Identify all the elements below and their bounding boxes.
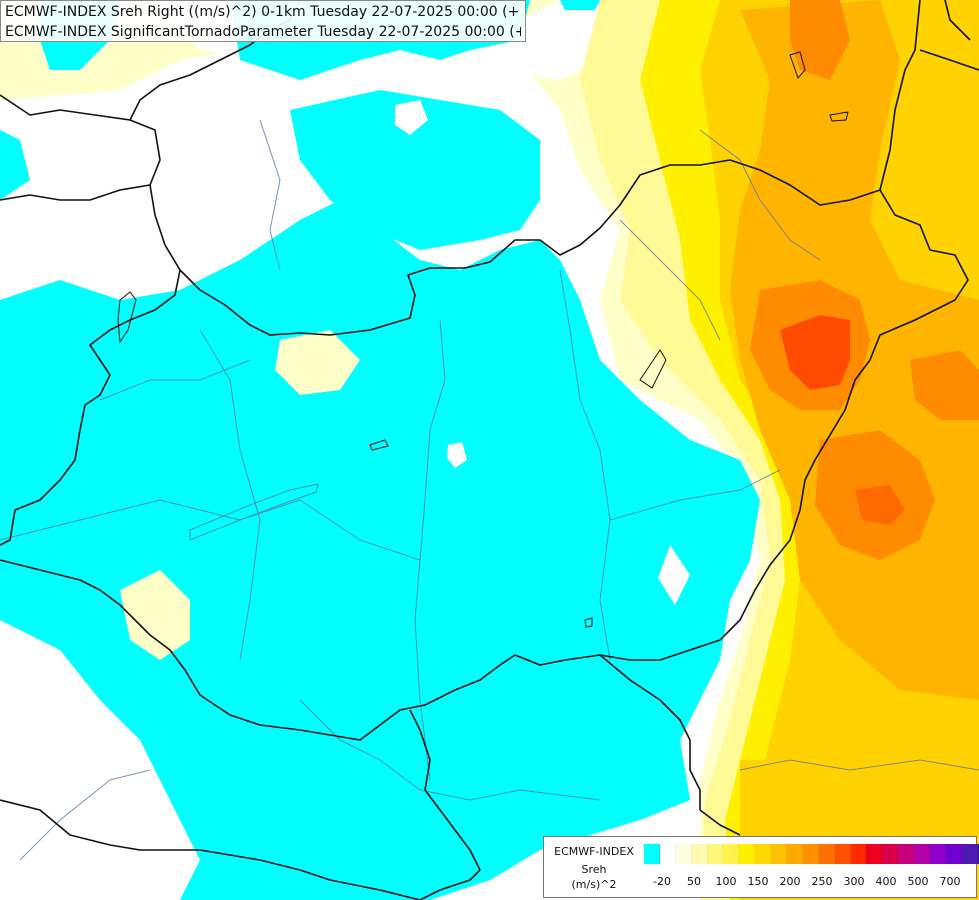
legend-label: ECMWF-INDEX Sreh (m/s)^2 bbox=[544, 837, 644, 897]
map-title-line-2: ECMWF-INDEX SignificantTornadoParameter … bbox=[5, 24, 521, 40]
border bbox=[409, 709, 481, 900]
border bbox=[0, 799, 421, 900]
legend-parameter: Sreh bbox=[581, 863, 607, 876]
legend-tick-label: 100 bbox=[715, 875, 737, 888]
legend-swatch bbox=[818, 844, 835, 864]
legend-tick-label: 300 bbox=[843, 875, 865, 888]
map-title-box: ECMWF-INDEX Sreh Right ((m/s)^2) 0-1km T… bbox=[0, 0, 526, 42]
river bbox=[259, 119, 281, 271]
cyan-zone-main bbox=[0, 200, 760, 900]
color-legend: ECMWF-INDEX Sreh (m/s)^2 -20 50 100 150 200 2… bbox=[543, 836, 979, 898]
white-hole bbox=[395, 100, 428, 135]
border bbox=[0, 184, 151, 201]
border bbox=[919, 49, 979, 71]
river bbox=[199, 329, 261, 661]
lake bbox=[117, 291, 137, 344]
legend-swatch bbox=[961, 844, 978, 864]
legend-ticks: -20 50 100 150 200 250 300 400 500 700 bbox=[644, 875, 974, 891]
legend-swatch bbox=[723, 844, 740, 864]
legend-tick-label: -20 bbox=[653, 875, 671, 888]
border bbox=[0, 189, 969, 741]
legend-swatch bbox=[898, 844, 915, 864]
river bbox=[739, 759, 979, 771]
river bbox=[609, 469, 781, 521]
legend-swatch bbox=[834, 844, 851, 864]
legend-swatch bbox=[659, 844, 676, 864]
legend-swatch bbox=[977, 844, 979, 864]
legend-tick-label: 400 bbox=[875, 875, 897, 888]
river bbox=[99, 359, 251, 401]
lake bbox=[639, 349, 667, 389]
legend-swatch bbox=[945, 844, 962, 864]
white-hole-3 bbox=[658, 545, 690, 605]
lake bbox=[584, 617, 593, 628]
legend-tick-label: 700 bbox=[939, 875, 961, 888]
legend-swatch bbox=[930, 844, 946, 864]
legend-swatch bbox=[707, 844, 724, 864]
legend-swatch bbox=[739, 844, 756, 864]
border bbox=[0, 269, 181, 546]
dark-orange-zone-3 bbox=[910, 350, 979, 420]
river bbox=[414, 319, 446, 781]
river bbox=[699, 129, 821, 261]
legend-swatch bbox=[802, 844, 819, 864]
legend-model: ECMWF-INDEX bbox=[554, 845, 634, 858]
legend-tick-label: 150 bbox=[747, 875, 769, 888]
red-zone bbox=[780, 315, 850, 390]
cyan-zone-west bbox=[0, 130, 30, 200]
border bbox=[599, 654, 741, 836]
border bbox=[0, 94, 881, 336]
river bbox=[619, 219, 721, 341]
pale-hole bbox=[120, 570, 190, 660]
legend-swatch bbox=[850, 844, 867, 864]
legend-swatch bbox=[882, 844, 899, 864]
border bbox=[879, 0, 921, 191]
legend-swatches bbox=[644, 844, 979, 864]
white-hole-2 bbox=[447, 442, 467, 468]
legend-unit: (m/s)^2 bbox=[571, 878, 617, 891]
dark-orange-zone-4 bbox=[790, 0, 850, 80]
river bbox=[189, 483, 319, 541]
cyan-zone-topright bbox=[560, 0, 600, 10]
lakes bbox=[117, 51, 849, 628]
legend-tick-label: 200 bbox=[779, 875, 801, 888]
legend-swatch bbox=[787, 844, 803, 864]
river bbox=[559, 269, 611, 661]
pale-hole-2 bbox=[275, 330, 360, 395]
legend-tick-label: 250 bbox=[811, 875, 833, 888]
legend-swatch bbox=[675, 844, 692, 864]
lake bbox=[789, 51, 806, 79]
lake bbox=[369, 439, 389, 451]
legend-swatch bbox=[866, 844, 883, 864]
rivers bbox=[0, 119, 979, 861]
border bbox=[944, 0, 971, 41]
cyan-zone-north bbox=[290, 90, 540, 250]
river bbox=[19, 769, 151, 861]
legend-swatch bbox=[755, 844, 772, 864]
legend-swatch bbox=[771, 844, 788, 864]
legend-tick-label: 50 bbox=[687, 875, 701, 888]
river bbox=[299, 699, 601, 801]
legend-swatch bbox=[914, 844, 931, 864]
map-title-line-1: ECMWF-INDEX Sreh Right ((m/s)^2) 0-1km T… bbox=[5, 4, 521, 20]
lake bbox=[829, 111, 849, 122]
red-zone-2 bbox=[855, 485, 905, 525]
legend-tick-label: 500 bbox=[907, 875, 929, 888]
legend-swatch bbox=[691, 844, 708, 864]
legend-swatch bbox=[644, 844, 660, 864]
